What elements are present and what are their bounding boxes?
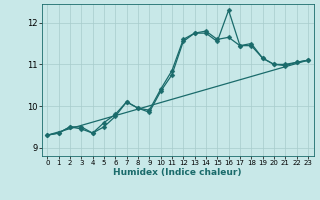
X-axis label: Humidex (Indice chaleur): Humidex (Indice chaleur) xyxy=(113,168,242,177)
